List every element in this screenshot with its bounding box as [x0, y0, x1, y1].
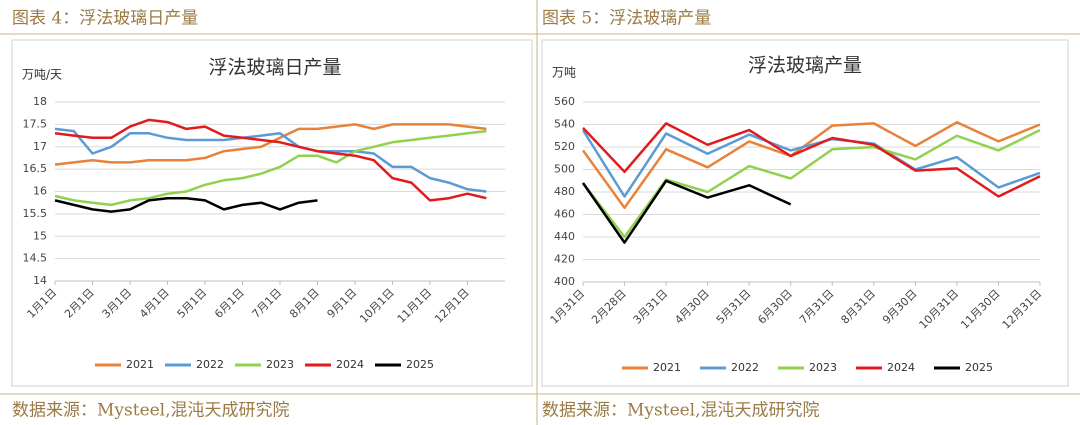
- y-tick-label: 500: [554, 163, 575, 176]
- y-tick-label: 15.5: [23, 207, 48, 220]
- y-tick-label: 15: [33, 229, 47, 242]
- x-tick-label: 10月1日: [357, 286, 397, 326]
- x-tick-label: 7月31日: [797, 287, 837, 327]
- x-tick-label: 1月31日: [548, 287, 588, 327]
- y-tick-label: 420: [554, 253, 575, 266]
- legend-label: 2025: [965, 361, 993, 374]
- y-axis-label: 万吨/天: [22, 68, 62, 82]
- y-tick-label: 460: [554, 208, 575, 221]
- x-tick-label: 2月28日: [589, 287, 629, 327]
- series-line: [581, 179, 792, 244]
- x-tick-label: 10月31日: [917, 287, 962, 332]
- x-tick-label: 4月1日: [137, 286, 172, 321]
- legend-label: 2021: [126, 358, 154, 371]
- y-tick-label: 540: [554, 118, 575, 131]
- source: 数据来源：Mysteel,混沌天成研究院: [12, 401, 290, 421]
- x-tick-label: 11月1日: [395, 286, 435, 326]
- x-tick-label: 7月1日: [250, 286, 285, 321]
- x-tick-label: 3月31日: [631, 287, 671, 327]
- x-tick-label: 8月31日: [838, 287, 878, 327]
- y-tick-label: 18: [33, 95, 47, 108]
- chart-title: 浮法玻璃产量: [748, 55, 862, 77]
- x-tick-label: 2月1日: [62, 286, 97, 321]
- x-tick-label: 12月1日: [432, 286, 472, 326]
- series-line: [581, 121, 1041, 210]
- y-tick-label: 16: [33, 185, 47, 198]
- y-tick-label: 400: [554, 275, 575, 288]
- caption: 图表 4：浮法玻璃日产量: [12, 9, 198, 29]
- x-tick-label: 6月30日: [755, 287, 795, 327]
- source: 数据来源：Mysteel,混沌天成研究院: [542, 401, 820, 421]
- chart-frame: [541, 39, 1069, 387]
- x-tick-label: 4月30日: [672, 287, 712, 327]
- x-tick-label: 8月1日: [287, 286, 322, 321]
- legend-label: 2025: [406, 358, 434, 371]
- x-tick-label: 5月31日: [714, 287, 754, 327]
- chart-title: 浮法玻璃日产量: [208, 57, 341, 79]
- y-tick-label: 17.5: [23, 117, 48, 130]
- y-tick-label: 560: [554, 95, 575, 108]
- x-tick-label: 12月31日: [1000, 287, 1045, 332]
- legend-label: 2023: [809, 361, 837, 374]
- y-tick-label: 14: [33, 274, 47, 287]
- legend-label: 2024: [336, 358, 364, 371]
- y-tick-label: 520: [554, 140, 575, 153]
- y-tick-label: 14.5: [23, 252, 48, 265]
- x-tick-label: 1月1日: [25, 286, 60, 321]
- x-tick-label: 6月1日: [212, 286, 247, 321]
- series-line: [54, 127, 487, 193]
- y-tick-label: 440: [554, 230, 575, 243]
- legend-label: 2022: [731, 361, 759, 374]
- legend-label: 2022: [196, 358, 224, 371]
- y-axis-label: 万吨: [552, 66, 576, 80]
- x-tick-label: 9月1日: [325, 286, 360, 321]
- x-tick-label: 3月1日: [100, 286, 135, 321]
- caption: 图表 5：浮法玻璃产量: [542, 9, 711, 29]
- series-line: [54, 129, 487, 207]
- series-line: [54, 196, 318, 213]
- series-line: [582, 122, 1041, 198]
- y-tick-label: 16.5: [23, 162, 48, 175]
- x-tick-label: 5月1日: [175, 286, 210, 321]
- y-tick-label: 480: [554, 185, 575, 198]
- legend-label: 2024: [887, 361, 915, 374]
- chart-frame: [11, 39, 533, 387]
- legend-label: 2021: [653, 361, 681, 374]
- series-line: [54, 123, 487, 166]
- series-line: [581, 129, 1041, 198]
- legend-label: 2023: [266, 358, 294, 371]
- x-tick-label: 9月30日: [880, 287, 920, 327]
- series-line: [54, 118, 487, 202]
- y-tick-label: 17: [33, 140, 47, 153]
- x-tick-label: 11月30日: [958, 287, 1003, 332]
